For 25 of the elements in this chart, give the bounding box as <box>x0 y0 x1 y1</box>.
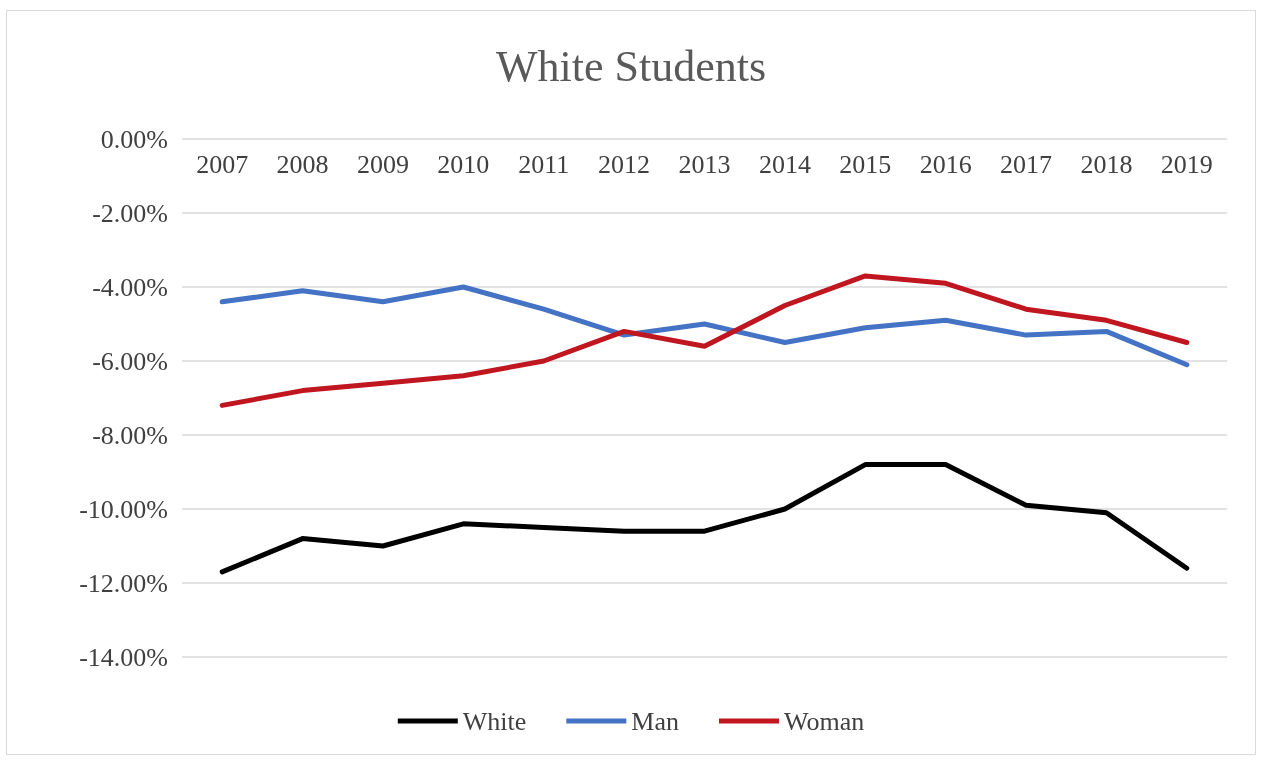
x-tick-label: 2013 <box>678 149 731 179</box>
y-tick-label: -8.00% <box>92 420 168 450</box>
y-tick-label: 0.00% <box>100 124 168 154</box>
x-tick-label: 2017 <box>1000 149 1053 179</box>
y-tick-label: -10.00% <box>79 494 168 524</box>
legend-label: White <box>462 706 527 736</box>
y-tick-label: -4.00% <box>92 272 168 302</box>
x-tick-label: 2008 <box>276 149 329 179</box>
x-tick-label: 2007 <box>196 149 249 179</box>
x-tick-label: 2011 <box>518 149 570 179</box>
x-tick-label: 2018 <box>1080 149 1133 179</box>
x-tick-label: 2012 <box>598 149 651 179</box>
x-tick-label: 2015 <box>839 149 892 179</box>
y-tick-label: -6.00% <box>92 346 168 376</box>
y-tick-label: -2.00% <box>92 198 168 228</box>
x-tick-label: 2019 <box>1160 149 1213 179</box>
x-tick-label: 2009 <box>356 149 409 179</box>
x-tick-label: 2016 <box>919 149 972 179</box>
x-tick-label: 2014 <box>758 149 811 179</box>
x-tick-label: 2010 <box>437 149 490 179</box>
legend-label: Man <box>631 706 679 736</box>
y-tick-label: -12.00% <box>79 568 168 598</box>
y-tick-label: -14.00% <box>79 642 168 672</box>
legend-label: Woman <box>783 706 865 736</box>
chart-title: White Students <box>495 41 767 91</box>
